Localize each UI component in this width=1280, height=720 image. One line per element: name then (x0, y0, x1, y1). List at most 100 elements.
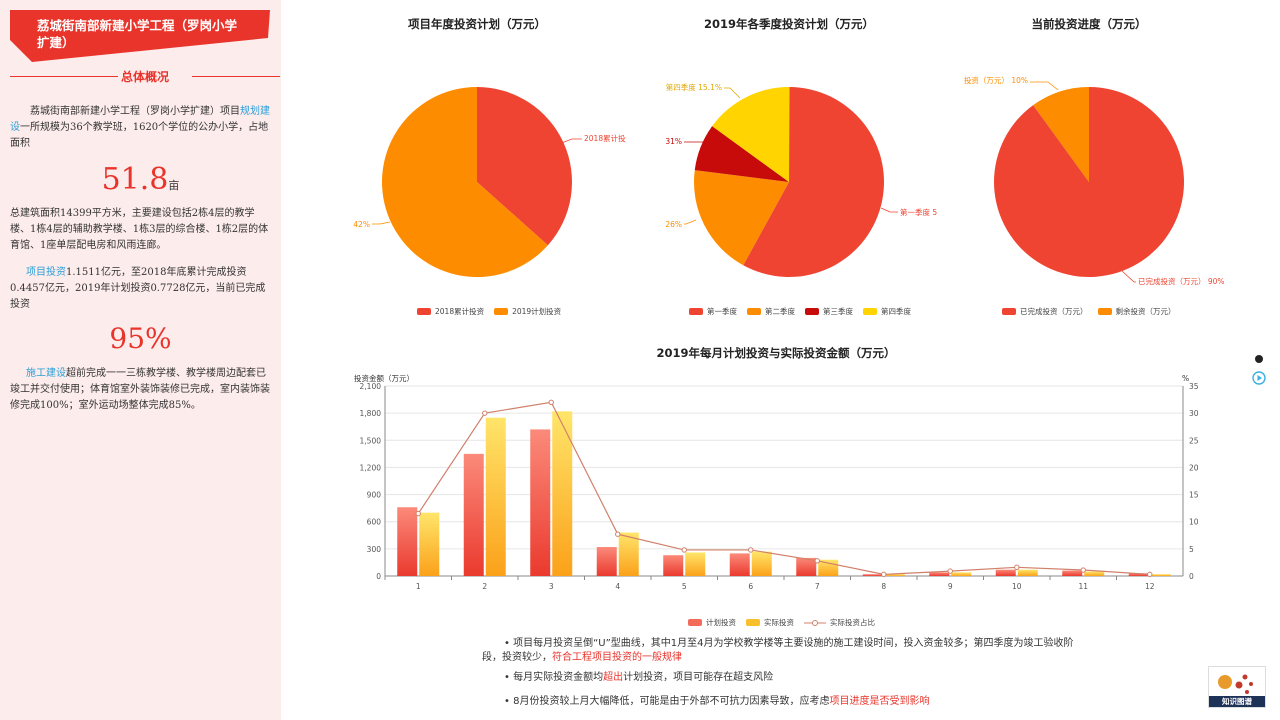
plan-bar[interactable] (530, 429, 551, 576)
legend-label: 第四季度 (881, 307, 911, 316)
legend-label: 已完成投资（万元） (1020, 307, 1088, 316)
pie3-legend: 已完成投资（万元） 剩余投资（万元） (1002, 306, 1176, 317)
x-tick-label: 2 (482, 582, 487, 591)
investment-link[interactable]: 项目投资 (26, 267, 66, 278)
actual-bar[interactable] (884, 574, 905, 576)
ratio-point[interactable] (1014, 564, 1020, 571)
actual-bar[interactable] (1017, 569, 1038, 576)
x-tick-label: 4 (615, 582, 620, 591)
legend-swatch (746, 619, 760, 626)
legend-swatch (1002, 308, 1016, 315)
legend-item-plan[interactable]: 计划投资 (688, 617, 736, 628)
label-leader-line (1030, 81, 1059, 91)
bullet-item: • 项目每月投资呈倒“U”型曲线，其中1月至4月为学校教学楼等主要设施的施工建设… (482, 637, 1092, 665)
plan-bar[interactable] (397, 507, 418, 576)
y2-tick-label: 5 (1189, 545, 1194, 554)
ratio-point[interactable] (548, 399, 554, 405)
label-leader-line (1121, 270, 1136, 283)
x-tick-label: 12 (1145, 582, 1155, 591)
plan-bar[interactable] (995, 569, 1016, 576)
plan-bar[interactable] (663, 555, 684, 576)
legend-item-q1[interactable]: 第一季度 (689, 306, 737, 317)
pie-slice-q1[interactable] (743, 87, 884, 277)
bullet-dot: • (504, 696, 510, 707)
pie-slice-2019[interactable] (382, 87, 548, 277)
bullet-item: • 每月实际投资金额均超出计划投资，项目可能存在超支风险 (504, 671, 1104, 685)
section-title: 总体概况 (120, 70, 169, 84)
section-header: 总体概况 (10, 68, 280, 84)
y-tick-label: 1,800 (360, 409, 382, 418)
ratio-point[interactable] (1080, 567, 1086, 573)
pie-slice-remaining[interactable] (1033, 87, 1089, 182)
divider-left (10, 76, 118, 77)
actual-bar[interactable] (751, 551, 772, 576)
y-tick-label: 2,100 (360, 382, 382, 391)
actual-bar[interactable] (552, 411, 573, 576)
plan-link[interactable]: 规划建设 (10, 106, 270, 133)
play-icon[interactable] (1252, 371, 1266, 385)
ratio-point[interactable] (681, 547, 687, 553)
plan-bar[interactable] (1062, 570, 1083, 576)
legend-label: 剩余投资（万元） (1115, 307, 1176, 316)
legend-swatch (747, 308, 761, 315)
y2-tick-label: 30 (1189, 409, 1199, 418)
legend-item-ratio[interactable]: 实际投资占比 (804, 617, 875, 628)
pie-slice-q4[interactable] (712, 87, 790, 182)
legend-item-2018[interactable]: 2018累计投资 (417, 306, 484, 317)
pie2-legend: 第一季度 第二季度 第三季度 第四季度 (689, 306, 911, 317)
plan-bar[interactable] (796, 557, 817, 576)
legend-item-q3[interactable]: 第三季度 (805, 306, 853, 317)
legend-label: 第三季度 (823, 307, 853, 316)
plan-bar[interactable] (596, 547, 617, 576)
legend-item-remaining[interactable]: 剩余投资（万元） (1097, 306, 1176, 317)
ratio-point[interactable] (748, 547, 754, 553)
actual-bar[interactable] (1084, 571, 1105, 576)
ratio-point[interactable] (482, 410, 488, 416)
pie-label: 已完成投资（万元） 90% (1138, 276, 1225, 286)
legend-swatch (863, 308, 877, 315)
monthly-investment-chart: 投资金额（万元） % 0 300 600 900 1,200 1,500 1,800 2,100 0… (354, 373, 1199, 591)
x-tick-label: 8 (881, 582, 886, 591)
y2-tick-label: 35 (1189, 382, 1199, 391)
plan-bar[interactable] (1128, 573, 1149, 576)
pie-slice-2018[interactable] (477, 87, 572, 246)
y-tick-label: 300 (367, 545, 382, 554)
y-tick-label: 600 (367, 518, 382, 527)
x-tick-label: 5 (682, 582, 687, 591)
bullet-highlight: 超出 (603, 672, 624, 683)
label-leader-line (372, 221, 391, 225)
legend-item-completed[interactable]: 已完成投资（万元） (1002, 306, 1088, 317)
actual-bar[interactable] (951, 572, 972, 576)
actual-bar[interactable] (419, 512, 440, 576)
plan-bar[interactable] (862, 574, 883, 576)
bullet-dot: • (504, 638, 510, 649)
plan-bar[interactable] (729, 553, 750, 576)
page-dot-active[interactable] (1255, 355, 1263, 363)
ratio-point[interactable] (947, 568, 953, 574)
actual-bar[interactable] (685, 552, 706, 576)
legend-item-q2[interactable]: 第二季度 (747, 306, 795, 317)
bullet-item: • 8月份投资较上月大幅降低，可能是由于外部不可抗力因素导致，应考虑项目进度是否… (504, 695, 1104, 709)
plan-bar[interactable] (929, 572, 950, 576)
pie-slice-q3[interactable] (694, 126, 789, 182)
actual-bar[interactable] (485, 417, 506, 576)
ratio-point[interactable] (881, 571, 887, 578)
legend-item-actual[interactable]: 实际投资 (746, 617, 794, 628)
actual-bar[interactable] (1150, 574, 1171, 576)
ratio-point[interactable] (615, 531, 621, 537)
ratio-point[interactable] (814, 558, 820, 564)
plan-bar[interactable] (463, 453, 484, 576)
actual-bar[interactable] (618, 532, 639, 576)
area-value: 51.8 (101, 162, 169, 197)
pie-slice-q2[interactable] (694, 170, 789, 266)
legend-item-q4[interactable]: 第四季度 (863, 306, 911, 317)
knowledge-graph-logo[interactable]: 知识图谱 (1208, 666, 1266, 708)
construction-link[interactable]: 施工建设 (26, 368, 66, 379)
legend-swatch (688, 619, 702, 626)
legend-item-2019[interactable]: 2019计划投资 (494, 306, 561, 317)
pie3-title: 当前投资进度（万元） (1031, 17, 1147, 31)
divider-right (192, 76, 280, 77)
ratio-point[interactable] (415, 510, 421, 517)
ratio-point[interactable] (1147, 571, 1153, 578)
intro-paragraph: 荔城街南部新建小学工程（罗岗小学扩建）项目规划建设一所规模为36个教学班，162… (10, 104, 272, 152)
